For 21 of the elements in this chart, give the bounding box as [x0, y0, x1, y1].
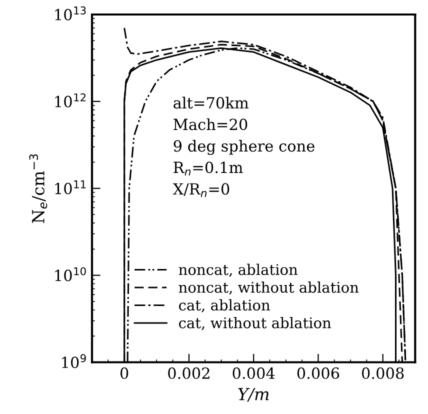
y-axis-title: N$_{e}$/cm$^{−3}$ [29, 154, 48, 224]
annotation: X/R$_{n}$=0 [172, 183, 230, 198]
y-tick-label: 10$^{9}$ [62, 354, 86, 368]
legend-label: cat, ablation [179, 299, 270, 312]
annotation: alt=70km [174, 96, 249, 109]
x-tick-label: 0.006 [297, 367, 340, 379]
annotation: R$_{n}$=0.1m [174, 162, 243, 176]
y-tick-label: 10$^{11}$ [55, 180, 86, 194]
x-axis-title: Y/m [238, 388, 269, 402]
annotation: 9 deg sphere cone [174, 140, 314, 155]
x-tick-label: 0.002 [168, 367, 210, 379]
y-tick-label: 10$^{10}$ [55, 267, 86, 282]
legend-label: cat, without ablation [179, 317, 332, 330]
x-tick-label: 0.008 [362, 367, 404, 379]
y-tick-label: 10$^{13}$ [55, 6, 86, 20]
y-tick-label: 10$^{12}$ [55, 93, 86, 108]
legend-label: noncat, without ablation [178, 282, 359, 295]
annotation: Mach=20 [174, 118, 248, 130]
x-tick-label: 0 [120, 367, 128, 379]
x-tick-label: 0.004 [232, 367, 275, 379]
legend-label: noncat, ablation [178, 264, 298, 277]
